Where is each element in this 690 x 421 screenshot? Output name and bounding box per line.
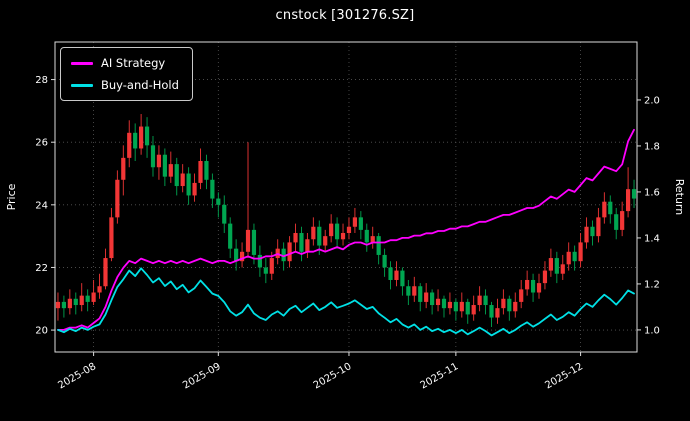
ai-strategy-swatch bbox=[71, 61, 93, 65]
svg-text:1.4: 1.4 bbox=[644, 233, 660, 244]
buy-and-hold-line bbox=[57, 267, 635, 337]
svg-text:2025-12: 2025-12 bbox=[543, 361, 585, 391]
svg-text:2025-11: 2025-11 bbox=[419, 361, 461, 391]
svg-text:1.2: 1.2 bbox=[644, 279, 660, 290]
chart-legend: AI Strategy Buy-and-Hold bbox=[60, 47, 193, 101]
svg-text:2025-09: 2025-09 bbox=[181, 361, 223, 391]
svg-text:2025-08: 2025-08 bbox=[56, 361, 98, 391]
return-axis-title: Return bbox=[673, 179, 686, 216]
svg-text:1.6: 1.6 bbox=[644, 187, 660, 198]
legend-label-buy-and-hold: Buy-and-Hold bbox=[101, 78, 179, 92]
svg-text:2025-10: 2025-10 bbox=[312, 361, 354, 391]
svg-text:2.0: 2.0 bbox=[644, 95, 660, 106]
svg-text:26: 26 bbox=[35, 138, 48, 149]
legend-label-ai-strategy: AI Strategy bbox=[101, 56, 166, 70]
svg-text:22: 22 bbox=[35, 263, 48, 274]
axis-frame bbox=[54, 41, 638, 353]
ai-strategy-line bbox=[57, 128, 635, 331]
svg-text:28: 28 bbox=[35, 75, 48, 86]
svg-text:1.0: 1.0 bbox=[644, 325, 660, 336]
legend-item-buy-and-hold: Buy-and-Hold bbox=[71, 78, 179, 92]
candlesticks bbox=[55, 114, 637, 327]
price-axis-title: Price bbox=[5, 183, 18, 210]
svg-text:24: 24 bbox=[35, 200, 48, 211]
svg-text:1.8: 1.8 bbox=[644, 141, 660, 152]
legend-item-ai-strategy: AI Strategy bbox=[71, 56, 179, 70]
chart-title: cnstock [301276.SZ] bbox=[275, 8, 415, 23]
buy-and-hold-swatch bbox=[71, 83, 93, 87]
svg-text:20: 20 bbox=[35, 326, 48, 337]
